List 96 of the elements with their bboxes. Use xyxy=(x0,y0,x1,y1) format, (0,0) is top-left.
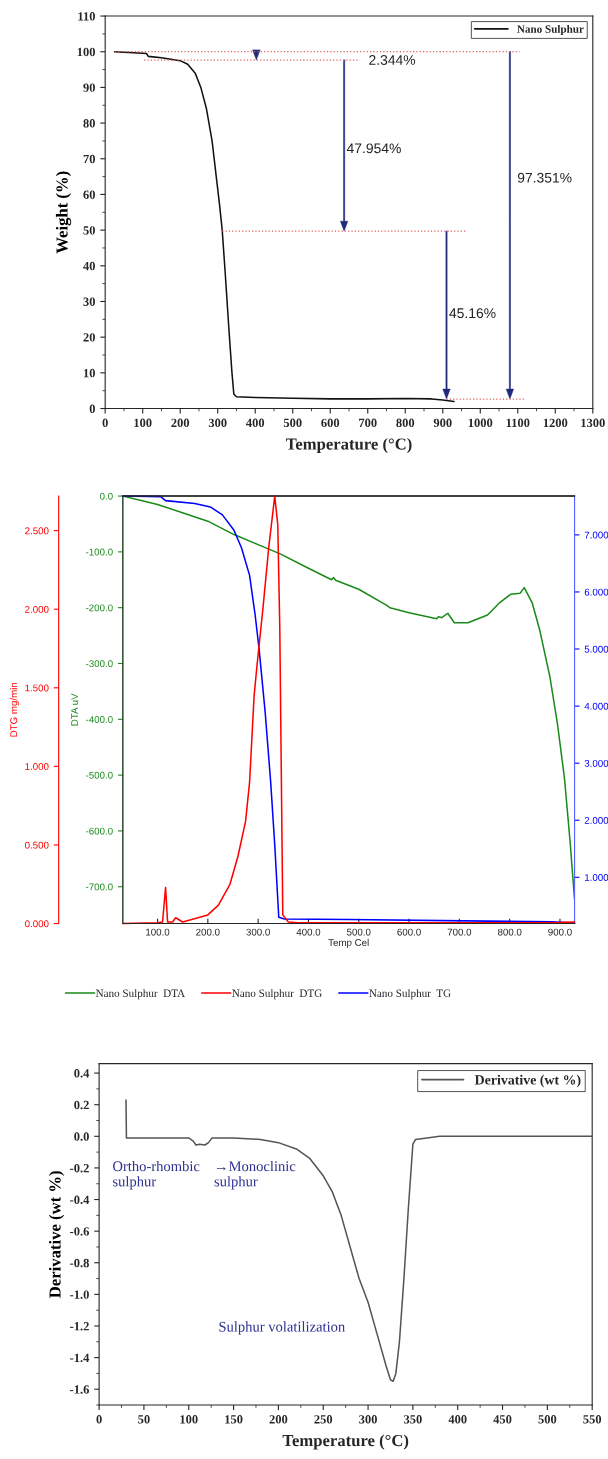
y-tick-label: -0.2 xyxy=(70,1163,89,1173)
y-tick-label: 30 xyxy=(83,297,95,306)
x-tick-label: 900.0 xyxy=(548,928,572,936)
y2-tick-label: 2.500 xyxy=(25,527,49,535)
x-tick-label: 400 xyxy=(246,418,265,428)
y2-tick-label: 2.000 xyxy=(25,605,49,613)
legend-label: Nano Sulphur TG xyxy=(369,989,451,1000)
y-tick-label: -400.0 xyxy=(85,716,113,723)
legend-label: Derivative (wt %) xyxy=(474,1074,581,1088)
y3-tick-label: 7.000 xyxy=(584,531,608,539)
y2-tick-label: 1.500 xyxy=(25,684,49,692)
x-tick-label: 600.0 xyxy=(397,928,421,936)
y-tick-label: -100.0 xyxy=(85,548,113,556)
annotation: 2.344% xyxy=(369,55,416,65)
annotation: Ortho-rhombic sulphur xyxy=(113,1160,200,1190)
y-tick-label: 80 xyxy=(83,119,95,128)
y-tick-label: 70 xyxy=(83,154,95,164)
x-tick-label: 150 xyxy=(225,1415,243,1424)
x-tick-label: 1300 xyxy=(581,418,605,428)
x-tick-label: 400.0 xyxy=(296,928,321,936)
y-axis-title: Derivative (wt %) xyxy=(48,1171,65,1298)
y3-tick-label: 2.000 xyxy=(584,816,608,824)
y-tick-label: -1.2 xyxy=(70,1322,89,1331)
y-axis-title: DTA uV xyxy=(71,693,79,726)
y-tick-label: -600.0 xyxy=(85,827,113,835)
legend-label: Nano Sulphur DTA xyxy=(95,989,186,1000)
x-axis-title: Temperature (°C) xyxy=(282,1434,409,1450)
x-tick-label: 550 xyxy=(583,1415,602,1424)
annotation: Sulphur volatilization xyxy=(219,1321,345,1335)
y-tick-label: 20 xyxy=(83,333,95,342)
x-tick-label: 300 xyxy=(208,418,227,428)
y-tick-label: 10 xyxy=(83,368,95,378)
x-tick-label: 100 xyxy=(180,1415,198,1424)
x-tick-label: 1000 xyxy=(468,418,493,428)
y-tick-label: 60 xyxy=(83,190,95,199)
y-tick-label: 0.2 xyxy=(74,1100,89,1110)
legend-label: Nano Sulphur xyxy=(517,25,584,36)
y-tick-label: 110 xyxy=(78,12,95,21)
annotation: 97.351% xyxy=(517,172,572,183)
x-tick-label: 200 xyxy=(171,418,190,428)
x-tick-label: 300 xyxy=(359,1415,377,1424)
x-tick-label: 200.0 xyxy=(196,928,220,936)
x-tick-label: 500 xyxy=(538,1415,557,1424)
y2-axis-title: DTG mg/min xyxy=(10,682,20,737)
x-tick-label: 100 xyxy=(134,418,152,428)
y2-tick-label: 1.000 xyxy=(25,763,49,770)
y-tick-label: -0.6 xyxy=(70,1227,90,1236)
y-tick-label: 0.0 xyxy=(74,1132,89,1141)
x-tick-label: 500 xyxy=(283,418,302,428)
x-tick-label: 250 xyxy=(314,1415,333,1424)
x-tick-label: 600 xyxy=(321,418,340,428)
y-tick-label: -1.4 xyxy=(70,1353,90,1363)
y3-tick-label: 4.000 xyxy=(584,702,608,710)
y3-tick-label: 5.000 xyxy=(584,645,608,653)
y-tick-label: 0 xyxy=(89,404,95,413)
y-tick-label: -700.0 xyxy=(85,883,113,891)
x-tick-label: 800.0 xyxy=(497,928,522,936)
x-tick-label: 400 xyxy=(448,1415,467,1424)
x-tick-label: 1100 xyxy=(506,418,530,428)
y3-tick-label: 1.000 xyxy=(585,874,608,881)
y3-tick-label: 3.000 xyxy=(584,759,608,767)
x-tick-label: 50 xyxy=(138,1415,150,1424)
x-tick-label: 450 xyxy=(493,1415,512,1424)
y-tick-label: -200.0 xyxy=(85,604,113,612)
y-tick-label: -0.4 xyxy=(70,1195,90,1205)
y-tick-label: -0.8 xyxy=(70,1258,89,1268)
y-tick-label: 100 xyxy=(77,47,95,57)
annotation: 47.954% xyxy=(346,143,401,154)
x-axis-title: Temp Cel xyxy=(328,938,369,948)
x-tick-label: 350 xyxy=(403,1415,422,1424)
y-axis-title: Weight (%) xyxy=(55,171,72,254)
y-tick-label: -1.6 xyxy=(70,1385,90,1394)
legend-label: Nano Sulphur DTG xyxy=(232,989,322,1000)
y-tick-label: 90 xyxy=(83,83,95,92)
y2-tick-label: 0.000 xyxy=(25,920,49,928)
x-tick-label: 700 xyxy=(359,418,377,428)
y-tick-label: -300.0 xyxy=(85,660,113,668)
x-tick-label: 900 xyxy=(433,418,452,428)
x-tick-label: 200 xyxy=(269,1415,288,1424)
y-tick-label: -500.0 xyxy=(85,771,113,779)
annotation: 45.16% xyxy=(449,308,496,319)
annotation: →Monoclinic sulphur xyxy=(214,1160,296,1190)
x-tick-label: 800 xyxy=(396,418,415,428)
x-tick-label: 1200 xyxy=(543,418,568,428)
x-tick-label: 300.0 xyxy=(246,928,270,936)
y-tick-label: 0.4 xyxy=(74,1069,90,1078)
y-tick-label: 0.0 xyxy=(99,492,113,500)
y2-tick-label: 0.500 xyxy=(25,841,49,849)
x-tick-label: 700.0 xyxy=(447,928,472,936)
x-axis-title: Temperature (°C) xyxy=(285,437,412,454)
x-tick-label: 500.0 xyxy=(346,928,371,936)
y-tick-label: -1.0 xyxy=(70,1290,89,1299)
y-tick-label: 40 xyxy=(83,261,95,271)
y-tick-label: 50 xyxy=(83,226,95,235)
x-tick-label: 100.0 xyxy=(146,928,170,936)
y3-tick-label: 6.000 xyxy=(584,588,608,596)
